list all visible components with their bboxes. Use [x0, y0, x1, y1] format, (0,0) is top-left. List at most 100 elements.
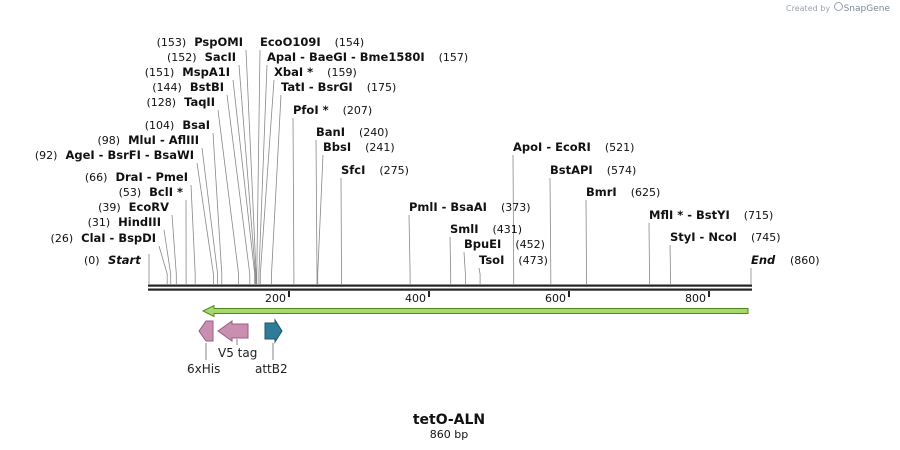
- site-label[interactable]: BstAPI: [550, 163, 593, 177]
- site-label[interactable]: MflI * - BstYI: [649, 208, 730, 222]
- site-bmri[interactable]: BmrI (625): [586, 185, 660, 199]
- site-mspa1i[interactable]: MspA1I (151): [145, 65, 230, 79]
- site-clai[interactable]: ClaI - BspDI (26): [51, 231, 156, 245]
- site-pfoi[interactable]: PfoI * (207): [293, 103, 372, 117]
- site-position: (154): [335, 36, 365, 49]
- site-position: (26): [51, 232, 74, 245]
- site-label[interactable]: EcoRV: [129, 200, 169, 214]
- site-connector: [272, 95, 282, 284]
- ruler-tick-mark: [288, 291, 290, 297]
- site-taqii[interactable]: TaqII (128): [146, 95, 215, 109]
- site-label[interactable]: SfcI: [341, 163, 365, 177]
- site-label[interactable]: BpuEI: [464, 237, 501, 251]
- site-agei[interactable]: AgeI - BsrFI - BsaWI (92): [35, 148, 194, 162]
- site-label[interactable]: BbsI: [323, 140, 351, 154]
- site-connector: [550, 178, 551, 284]
- site-connector: [513, 155, 514, 284]
- site-position: (625): [631, 186, 661, 199]
- site-connector: [246, 50, 256, 284]
- site-connector: [293, 118, 294, 284]
- feature-v5-tag[interactable]: V5 tag: [218, 321, 257, 360]
- site-position: (151): [145, 66, 175, 79]
- site-label[interactable]: SacII: [205, 50, 236, 64]
- site-apoi[interactable]: ApoI - EcoRI (521): [513, 140, 634, 154]
- site-bcli[interactable]: BclI * (53): [119, 185, 183, 199]
- feature-label-attb2: attB2: [255, 362, 288, 376]
- site-label[interactable]: TaqII: [184, 95, 215, 109]
- site-sacii[interactable]: SacII (152): [167, 50, 236, 64]
- site-position: (128): [146, 96, 176, 109]
- site-connector: [479, 268, 480, 284]
- site-connector: [316, 140, 317, 284]
- site-label[interactable]: MluI - AflIII: [128, 133, 199, 147]
- site-connector: [464, 252, 465, 284]
- site-label[interactable]: BsaI: [182, 118, 210, 132]
- site-pmli[interactable]: PmlI - BsaAI (373): [409, 200, 531, 214]
- feature-label-6xhis: 6xHis: [187, 362, 220, 376]
- site-position: (240): [359, 126, 389, 139]
- site-connector: [341, 178, 342, 284]
- site-styi[interactable]: StyI - NcoI (745): [670, 230, 781, 244]
- site-label[interactable]: TatI - BsrGI: [281, 80, 353, 94]
- site-bpuei[interactable]: BpuEI (452): [464, 237, 545, 251]
- site-tati[interactable]: TatI - BsrGI (175): [281, 80, 396, 94]
- site-bbsi[interactable]: BbsI (241): [323, 140, 395, 154]
- site-position: (92): [35, 149, 58, 162]
- site-connector: [259, 65, 267, 284]
- site-sfci[interactable]: SfcI (275): [341, 163, 409, 177]
- site-label[interactable]: DraI - PmeI: [115, 170, 188, 184]
- site-position: (431): [493, 223, 523, 236]
- site-label[interactable]: MspA1I: [182, 65, 230, 79]
- site-position: (39): [98, 201, 121, 214]
- site-label[interactable]: ApaI - BaeGI - Bme1580I: [267, 50, 425, 64]
- ruler-tick-label: 600: [545, 292, 566, 305]
- site-label[interactable]: EcoO109I: [260, 35, 321, 49]
- site-label[interactable]: PmlI - BsaAI: [409, 200, 487, 214]
- site-position: (53): [119, 186, 142, 199]
- site-label[interactable]: BclI *: [149, 185, 183, 199]
- plasmid-map: PspOMI(153)SacII(152)MspA1I (151)BstBI(14…: [0, 0, 900, 450]
- site-mfli[interactable]: MflI * - BstYI (715): [649, 208, 773, 222]
- site-label[interactable]: BmrI: [586, 185, 617, 199]
- site-connector: [159, 246, 167, 284]
- feature-6xhis[interactable]: 6xHis: [187, 321, 220, 376]
- ruler-tick-mark: [568, 291, 570, 297]
- site-label[interactable]: StyI - NcoI: [670, 230, 737, 244]
- site-label[interactable]: TsoI: [479, 253, 504, 267]
- site-ecoo109i[interactable]: EcoO109I (154): [260, 35, 364, 49]
- site-label[interactable]: PfoI *: [293, 103, 329, 117]
- end-position: (860): [790, 254, 820, 267]
- site-connector: [318, 155, 323, 284]
- site-mlui[interactable]: MluI - AflIII (98): [98, 133, 200, 147]
- restriction-sites: PspOMI (153) SacII (152)MspA1I (151) BstBI (14…: [35, 35, 781, 267]
- site-ecorv[interactable]: EcoRV (39): [98, 200, 169, 214]
- site-connector: [670, 245, 671, 284]
- site-position: (521): [605, 141, 635, 154]
- site-label[interactable]: HindIII: [118, 215, 161, 229]
- site-label[interactable]: SmlI: [450, 222, 479, 236]
- orf-arrow[interactable]: [203, 306, 748, 317]
- site-bsai[interactable]: BsaI (104): [145, 118, 210, 132]
- start-position: (0): [84, 254, 100, 267]
- site-bani[interactable]: BanI (240): [316, 125, 389, 139]
- site-label[interactable]: XbaI *: [274, 65, 313, 79]
- site-xbai[interactable]: XbaI * (159): [274, 65, 357, 79]
- site-bstbi[interactable]: BstBI (144): [152, 80, 224, 94]
- site-hindiii[interactable]: HindIII (31): [88, 215, 161, 229]
- ruler-tick-label: 400: [405, 292, 426, 305]
- site-label[interactable]: BstBI: [190, 80, 224, 94]
- site-label[interactable]: PspOMI: [194, 35, 243, 49]
- site-position: (452): [515, 238, 545, 251]
- site-pspomi[interactable]: PspOMI (153): [157, 35, 243, 49]
- site-position: (745): [751, 231, 781, 244]
- site-bstapi[interactable]: BstAPI (574): [550, 163, 636, 177]
- site-position: (473): [518, 254, 548, 267]
- feature-attb2[interactable]: attB2: [255, 320, 288, 376]
- site-label[interactable]: AgeI - BsrFI - BsaWI: [65, 148, 194, 162]
- site-label[interactable]: BanI: [316, 125, 345, 139]
- site-label[interactable]: ApoI - EcoRI: [513, 140, 591, 154]
- site-label[interactable]: ClaI - BspDI: [81, 231, 156, 245]
- site-apai[interactable]: ApaI - BaeGI - Bme1580I (157): [267, 50, 468, 64]
- site-smli[interactable]: SmlI (431): [450, 222, 522, 236]
- site-drai[interactable]: DraI - PmeI (66): [85, 170, 188, 184]
